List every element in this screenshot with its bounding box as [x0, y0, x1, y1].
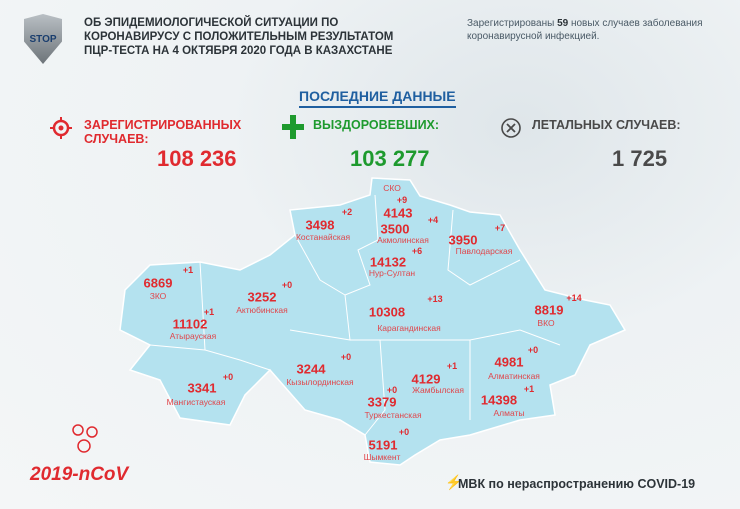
region-count: 4129 — [411, 371, 441, 387]
region-delta: +14 — [566, 293, 582, 303]
ncov-label: 2019-nCoV — [30, 464, 129, 485]
region-delta: +1 — [446, 361, 458, 371]
region-name: Актюбинская — [236, 305, 288, 315]
region-name: Костанайская — [295, 232, 351, 242]
region-delta: +1 — [523, 384, 535, 394]
new-cases-note: Зарегистрированы 59 новых случаев заболе… — [467, 17, 727, 43]
region-delta: +0 — [398, 427, 410, 437]
region-delta: +6 — [411, 246, 423, 256]
cases-label: ЗАРЕГИСТРИРОВАННЫХ СЛУЧАЕВ: — [84, 118, 242, 146]
region-count: 3950 — [448, 232, 478, 248]
region-count: 3498 — [305, 217, 335, 233]
recovered-value: 103 277 — [350, 146, 430, 171]
region-name: Карагандинская — [377, 323, 441, 333]
recovered-label: ВЫЗДОРОВЕВШИХ: — [313, 118, 440, 132]
latest-data-heading: ПОСЛЕДНИЕ ДАННЫЕ — [299, 88, 456, 108]
region-count: 3500 — [380, 221, 410, 237]
region-name: Павлодарская — [455, 246, 513, 256]
region-count: 3252 — [247, 289, 277, 305]
cases-value: 108 236 — [157, 146, 237, 171]
region-name: Кызылординская — [286, 377, 354, 387]
region-count: 4143 — [383, 205, 413, 221]
deaths-label: ЛЕТАЛЬНЫХ СЛУЧАЕВ: — [532, 118, 681, 132]
region-name: Жамбылская — [412, 385, 464, 395]
region-count: 10308 — [368, 304, 406, 320]
region-count: 3379 — [367, 394, 397, 410]
region-name: Атырауская — [169, 331, 217, 341]
region-delta: +4 — [427, 215, 439, 225]
region-delta: +0 — [222, 372, 234, 382]
region-name: Алматинская — [488, 371, 540, 381]
region-count: 14132 — [369, 254, 407, 270]
region-name: Акмолинская — [377, 235, 429, 245]
note-count: 59 — [557, 18, 569, 29]
region-name: ЗКО — [149, 291, 167, 301]
region-count: 6869 — [143, 275, 173, 291]
region-name: СКО — [383, 183, 401, 193]
region-name: Нур-Султан — [368, 268, 416, 278]
region-name: Туркестанская — [364, 410, 422, 420]
region-name: Мангистауская — [166, 397, 226, 407]
region-count: 3244 — [296, 361, 326, 377]
region-count: 4981 — [494, 354, 524, 370]
map-shape — [119, 177, 627, 466]
lightning-icon: ⚡ — [445, 474, 463, 490]
region-delta: +9 — [396, 195, 408, 205]
region-delta: +0 — [340, 352, 352, 362]
virus-icon — [50, 117, 72, 139]
deaths-value: 1 725 — [612, 146, 668, 171]
region-count: 3341 — [187, 380, 217, 396]
plus-icon — [282, 115, 304, 139]
note-suffix: новых случаев заболевания коронавирусной… — [467, 18, 703, 42]
region-name: Алматы — [493, 408, 525, 418]
region-delta: +7 — [494, 223, 506, 233]
region-delta: +13 — [427, 294, 443, 304]
region-name: ВКО — [537, 318, 555, 328]
region-count: 14398 — [480, 392, 518, 408]
region-delta: +0 — [281, 280, 293, 290]
x-circle-icon — [501, 118, 521, 138]
region-delta: +2 — [341, 207, 353, 217]
region-delta: +0 — [386, 385, 398, 395]
region-count: 5191 — [368, 437, 398, 453]
region-count: 8819 — [534, 302, 564, 318]
region-name: Шымкент — [363, 452, 401, 462]
region-delta: +0 — [527, 345, 539, 355]
region-delta: +1 — [203, 307, 215, 317]
note-prefix: Зарегистрированы — [467, 18, 555, 29]
virus-cluster-icon — [72, 424, 98, 453]
page-title: ОБ ЭПИДЕМИОЛОГИЧЕСКОЙ СИТУАЦИИ ПО КОРОНА… — [84, 17, 394, 57]
region-count: 11102 — [172, 316, 208, 332]
region-delta: +1 — [182, 265, 194, 275]
mvk-label: МВК по нераспространению COVID-19 — [458, 477, 696, 491]
